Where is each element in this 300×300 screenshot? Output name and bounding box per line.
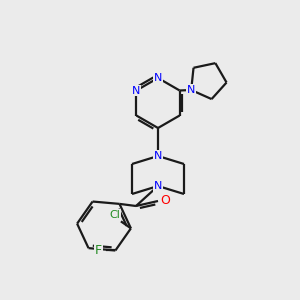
Text: N: N: [154, 181, 162, 191]
Text: N: N: [154, 73, 162, 83]
Text: Cl: Cl: [110, 210, 120, 220]
Text: N: N: [187, 85, 195, 95]
Text: N: N: [154, 151, 162, 161]
Text: N: N: [132, 85, 140, 95]
Text: F: F: [95, 244, 102, 257]
Text: O: O: [160, 194, 170, 208]
